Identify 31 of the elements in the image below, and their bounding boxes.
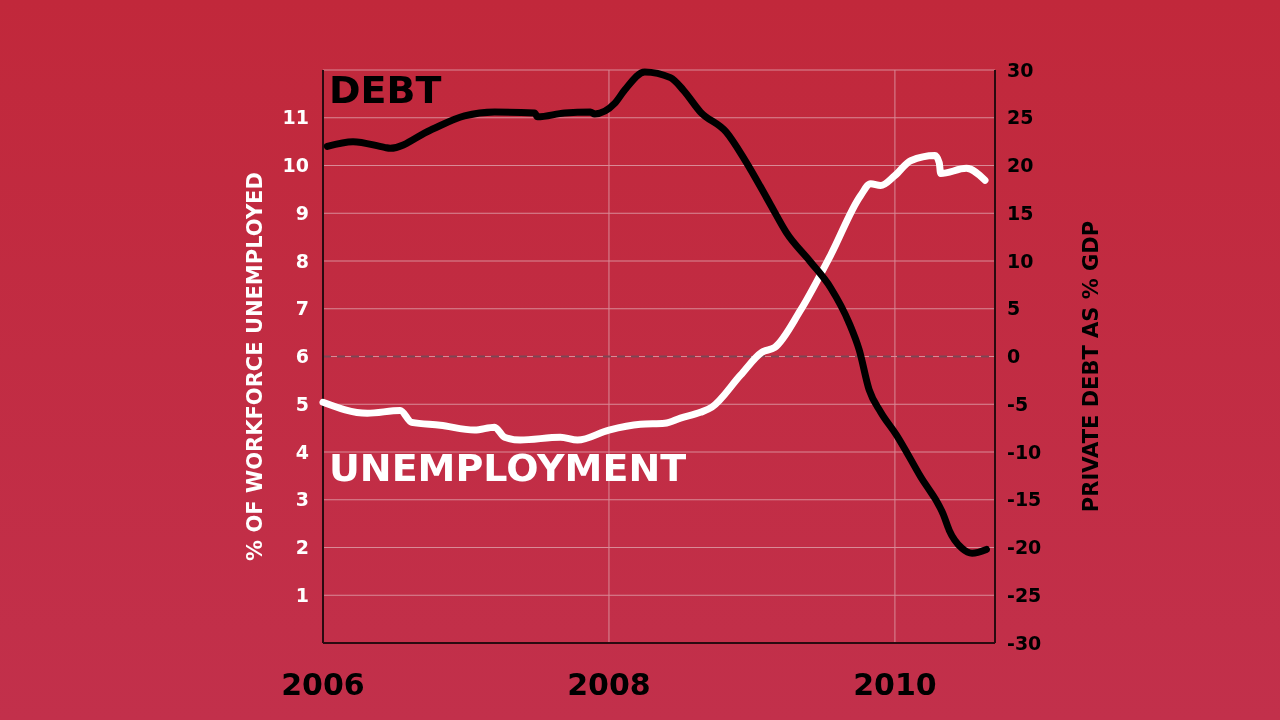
y2-tick-label: -30 bbox=[1007, 631, 1042, 654]
y2-tick-label: -15 bbox=[1007, 488, 1042, 511]
y2-tick-label: 20 bbox=[1007, 154, 1034, 177]
y-tick-label: 11 bbox=[282, 106, 309, 129]
y2-tick-label: -10 bbox=[1007, 440, 1042, 463]
y2-tick-label: 0 bbox=[1007, 345, 1021, 368]
y2-tick-label: 30 bbox=[1007, 58, 1034, 81]
y-tick-label: 7 bbox=[295, 297, 309, 320]
y2-tick-label: 25 bbox=[1007, 106, 1034, 129]
y2-tick-label: 5 bbox=[1007, 297, 1021, 320]
y-tick-label: 2 bbox=[295, 536, 309, 559]
y2-tick-label: 15 bbox=[1007, 201, 1034, 224]
series-label: UNEMPLOYMENT bbox=[329, 445, 687, 490]
y-tick-label: 10 bbox=[282, 154, 309, 177]
y2-tick-label: -25 bbox=[1007, 583, 1042, 606]
y2-tick-label: -20 bbox=[1007, 536, 1042, 559]
y2-tick-label: 10 bbox=[1007, 249, 1034, 272]
y2-axis-title: PRIVATE DEBT AS % GDP bbox=[1079, 220, 1103, 513]
y-tick-label: 4 bbox=[295, 440, 309, 463]
series-label: DEBT bbox=[329, 68, 442, 112]
y-tick-label: 6 bbox=[295, 345, 309, 368]
y-tick-label: 9 bbox=[295, 201, 309, 224]
x-tick-label: 2010 bbox=[853, 667, 937, 702]
y2-tick-label: -5 bbox=[1007, 392, 1029, 415]
y-tick-label: 1 bbox=[295, 583, 309, 606]
y-tick-label: 5 bbox=[295, 392, 309, 415]
x-tick-label: 2008 bbox=[567, 667, 651, 702]
x-tick-label: 2006 bbox=[281, 667, 365, 702]
y-axis-title: % OF WORKFORCE UNEMPLOYED bbox=[243, 172, 267, 561]
y-tick-label: 3 bbox=[295, 488, 309, 511]
y-tick-label: 8 bbox=[295, 249, 309, 272]
